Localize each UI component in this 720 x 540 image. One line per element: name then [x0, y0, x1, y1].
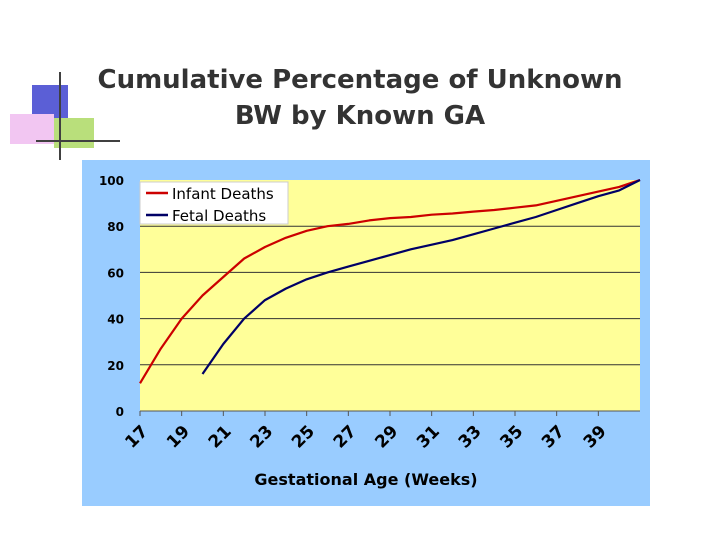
y-tick-label: 60 [107, 266, 124, 280]
slide-title-line-2: BW by Known GA [234, 101, 486, 131]
y-tick-label: 0 [116, 405, 124, 419]
decor-line-vertical [59, 72, 61, 160]
legend-box [139, 181, 289, 225]
legend-label: Infant Deaths [172, 185, 274, 203]
y-tick-label: 80 [107, 220, 124, 234]
legend-label: Fetal Deaths [172, 207, 266, 225]
slide-title-line-1: Cumulative Percentage of Unknown [97, 65, 623, 95]
slide-title: Cumulative Percentage of Unknown BW by K… [60, 62, 660, 134]
y-tick-label: 100 [99, 174, 124, 188]
y-tick-label: 20 [107, 359, 124, 373]
decor-line-horizontal [36, 140, 120, 142]
x-axis-label: Gestational Age (Weeks) [254, 470, 477, 489]
decor-square-pink [10, 114, 54, 144]
series-line-fetal-deaths [201, 179, 641, 375]
y-tick-label: 40 [107, 313, 124, 327]
series-line-infant-deaths [139, 178, 641, 384]
chart-container: 0 20 40 60 80 100 17 19 21 23 25 27 29 31 33 35 37 39 Gest… [82, 160, 650, 506]
